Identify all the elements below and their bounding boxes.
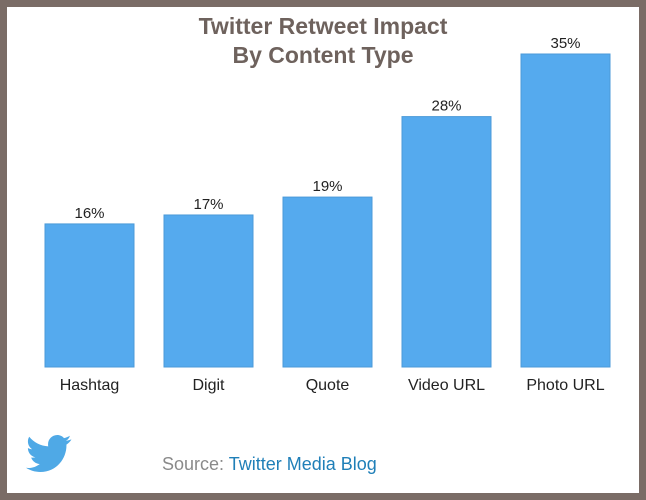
category-label: Quote xyxy=(306,377,350,394)
category-label: Video URL xyxy=(408,377,485,394)
category-label: Digit xyxy=(192,377,225,394)
value-label: 16% xyxy=(74,205,104,222)
chart-title-line-2: By Content Type xyxy=(232,42,414,68)
source-prefix: Source: xyxy=(162,454,229,474)
source-credit: Source: Twitter Media Blog xyxy=(162,454,377,475)
category-labels-group: Hashtag Digit Quote Video URL Photo URL xyxy=(60,377,605,394)
bar-video-url xyxy=(401,116,492,368)
bar-hashtag xyxy=(44,223,135,368)
bars-group xyxy=(44,53,611,368)
twitter-bird-icon xyxy=(26,435,72,473)
chart-title-line-1: Twitter Retweet Impact xyxy=(198,13,448,39)
bar-quote xyxy=(282,196,373,368)
value-label: 17% xyxy=(193,196,223,213)
category-label: Hashtag xyxy=(60,377,120,394)
value-labels-group: 16% 17% 19% 28% 35% xyxy=(74,35,580,222)
bar-photo-url xyxy=(520,53,611,368)
bar-digit xyxy=(163,214,254,368)
value-label: 35% xyxy=(550,35,580,52)
source-link[interactable]: Twitter Media Blog xyxy=(228,454,377,474)
chart-title: Twitter Retweet Impact By Content Type xyxy=(0,12,646,70)
value-label: 19% xyxy=(312,178,342,195)
category-label: Photo URL xyxy=(526,377,604,394)
value-label: 28% xyxy=(431,98,461,115)
